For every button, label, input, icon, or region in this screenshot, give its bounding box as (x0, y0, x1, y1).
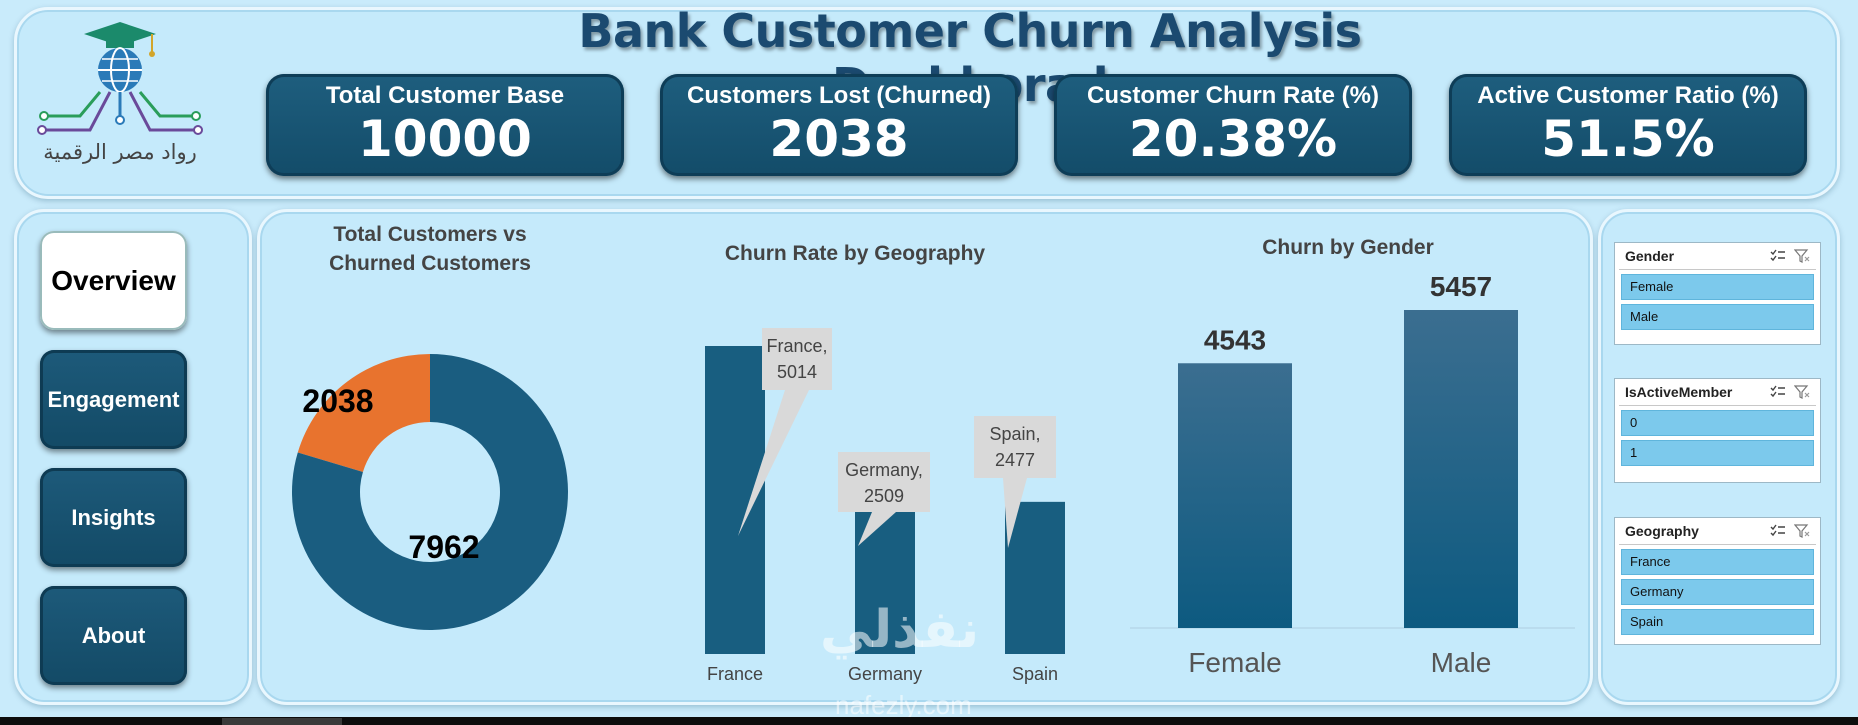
bar-germany (855, 499, 915, 654)
nav-button-overview[interactable]: Overview (40, 231, 187, 330)
clear-filter-icon[interactable] (1794, 524, 1810, 538)
multi-select-icon[interactable] (1770, 249, 1786, 263)
slicer-item-germany[interactable]: Germany (1621, 579, 1814, 605)
slicer-title: IsActiveMember (1625, 384, 1733, 400)
nav-button-engagement[interactable]: Engagement (40, 350, 187, 449)
gender-bar-chart: 4543 Female 5457 Male (1130, 271, 1575, 678)
nav-button-insights[interactable]: Insights (40, 468, 187, 567)
kpi-value: 20.38% (1128, 110, 1338, 168)
slicer-item-france[interactable]: France (1621, 549, 1814, 575)
x-tick-label-spain: Spain (1012, 664, 1058, 684)
slicer-item-female[interactable]: Female (1621, 274, 1814, 300)
slicer-isactivemember: IsActiveMember 0 1 (1614, 378, 1821, 483)
slicer-geography: Geography France Germany Spain (1614, 517, 1821, 645)
clear-filter-icon[interactable] (1794, 385, 1810, 399)
multi-select-icon[interactable] (1770, 385, 1786, 399)
callout-label-text: Germany, (845, 460, 923, 480)
logo-graduation-globe-icon (37, 22, 203, 135)
x-tick-label-germany: Germany (848, 664, 922, 684)
slicer-item-spain[interactable]: Spain (1621, 609, 1814, 635)
watermark: نفذلي (820, 600, 980, 660)
donut-chart-title-line1: Total Customers vs (333, 223, 527, 246)
bottom-bar-tab (222, 718, 342, 725)
bottom-bar (0, 717, 1858, 725)
kpi-label: Customers Lost (Churned) (686, 82, 991, 109)
callout-label-text: 2477 (995, 450, 1035, 470)
nav-button-about[interactable]: About (40, 586, 187, 685)
slicer-gender: Gender Female Male (1614, 242, 1821, 345)
watermark-url: nafezly.com (835, 690, 972, 720)
gender-chart-title: Churn by Gender (1262, 236, 1434, 259)
clear-filter-icon[interactable] (1794, 249, 1810, 263)
callout-label-text: France, (766, 336, 827, 356)
kpi-value: 10000 (358, 110, 532, 168)
slicer-title: Gender (1625, 248, 1675, 264)
slicer-header: IsActiveMember (1619, 379, 1816, 406)
kpi-label: Total Customer Base (325, 82, 565, 109)
x-tick-label-france: France (707, 664, 763, 684)
kpi-active-customer-ratio: Active Customer Ratio (%) 51.5% (1449, 74, 1807, 176)
bar-female (1178, 363, 1292, 628)
kpi-label: Active Customer Ratio (%) (1477, 82, 1779, 109)
donut-slice-churned (297, 354, 430, 472)
donut-data-label-retained: 7962 (408, 529, 479, 565)
multi-select-icon[interactable] (1770, 524, 1786, 538)
geography-bar-chart: France Germany Spain France, 5014 Germany, 250… (705, 328, 1065, 684)
kpi-value: 2038 (769, 110, 909, 168)
slicer-header: Geography (1619, 518, 1816, 545)
donut-chart: 2038 7962 (292, 354, 568, 630)
kpi-value: 51.5% (1541, 110, 1715, 168)
x-tick-label-male: Male (1431, 647, 1492, 678)
callout-box (974, 416, 1056, 478)
callout-box (838, 452, 930, 512)
callout-label-text: 2509 (864, 486, 904, 506)
bar-france (705, 346, 765, 654)
kpi-churn-rate: Customer Churn Rate (%) 20.38% (1054, 74, 1412, 176)
bar-data-label-male: 5457 (1430, 271, 1492, 302)
callout-label-text: Spain, (989, 424, 1040, 444)
logo-text: رواد مصر الرقمية (43, 140, 197, 164)
x-tick-label-female: Female (1188, 647, 1281, 678)
donut-slice-retained (292, 354, 568, 630)
donut-data-label-churned: 2038 (302, 383, 373, 419)
slicer-item-male[interactable]: Male (1621, 304, 1814, 330)
callout-pointer (858, 512, 896, 546)
kpi-customers-lost: Customers Lost (Churned) 2038 (660, 74, 1018, 176)
callout-pointer (738, 390, 809, 536)
slicer-item-0[interactable]: 0 (1621, 410, 1814, 436)
donut-chart-title: Total Customers vs Churned Customers (290, 220, 570, 278)
callout-box (762, 328, 832, 390)
bar-spain (1005, 501, 1065, 654)
callout-label-text: 5014 (777, 362, 817, 382)
kpi-label: Customer Churn Rate (%) (1086, 82, 1380, 109)
slicer-item-1[interactable]: 1 (1621, 440, 1814, 466)
kpi-total-customer-base: Total Customer Base 10000 (266, 74, 624, 176)
slicer-header: Gender (1619, 243, 1816, 270)
geography-chart-title: Churn Rate by Geography (724, 242, 986, 265)
slicer-title: Geography (1625, 523, 1699, 539)
donut-chart-title-line2: Churned Customers (329, 252, 531, 275)
bar-data-label-female: 4543 (1204, 324, 1266, 355)
callout-pointer (1003, 478, 1027, 548)
bar-male (1404, 310, 1518, 628)
